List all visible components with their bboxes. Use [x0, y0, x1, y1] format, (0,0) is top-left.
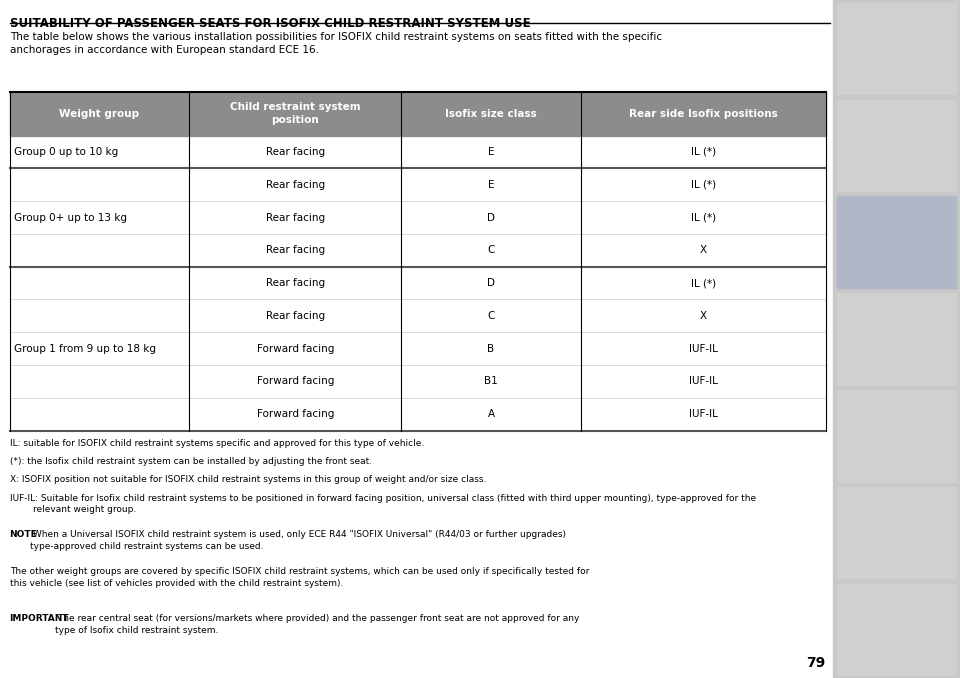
Text: Rear facing: Rear facing [266, 278, 324, 288]
Text: Rear facing: Rear facing [266, 212, 324, 222]
Text: The table below shows the various installation possibilities for ISOFIX child re: The table below shows the various instal… [10, 32, 661, 55]
Text: D: D [487, 278, 495, 288]
Text: IL (*): IL (*) [690, 212, 716, 222]
Text: Group 1 from 9 up to 18 kg: Group 1 from 9 up to 18 kg [14, 344, 156, 354]
Text: Weight group: Weight group [60, 108, 139, 119]
Text: X: X [700, 311, 707, 321]
Text: Group 0 up to 10 kg: Group 0 up to 10 kg [14, 147, 119, 157]
Text: Isofix size class: Isofix size class [445, 108, 537, 119]
Bar [837, 197, 956, 288]
Text: 79: 79 [806, 656, 826, 670]
Text: IMPORTANT: IMPORTANT [10, 614, 69, 623]
Text: D: D [487, 212, 495, 222]
Text: When a Universal ISOFIX child restraint system is used, only ECE R44 "ISOFIX Uni: When a Universal ISOFIX child restraint … [30, 530, 566, 551]
Text: NOTE: NOTE [10, 530, 37, 539]
Text: IL (*): IL (*) [690, 180, 716, 190]
Bar [837, 294, 956, 384]
Text: B1: B1 [484, 376, 498, 386]
Text: X: ISOFIX position not suitable for ISOFIX child restraint systems in this group: X: ISOFIX position not suitable for ISOF… [10, 475, 486, 484]
Text: IL (*): IL (*) [690, 147, 716, 157]
Text: Group 0+ up to 13 kg: Group 0+ up to 13 kg [14, 212, 128, 222]
Text: IUF-IL: IUF-IL [688, 376, 718, 386]
Bar [10, 92, 826, 136]
Text: C: C [488, 311, 494, 321]
Text: C: C [488, 245, 494, 256]
Text: Forward facing: Forward facing [256, 344, 334, 354]
Text: The other weight groups are covered by specific ISOFIX child restraint systems, : The other weight groups are covered by s… [10, 567, 589, 588]
Text: Rear facing: Rear facing [266, 311, 324, 321]
Bar [837, 100, 956, 191]
Text: IL (*): IL (*) [690, 278, 716, 288]
Text: IUF-IL: Suitable for Isofix child restraint systems to be positioned in forward : IUF-IL: Suitable for Isofix child restra… [10, 494, 756, 515]
Bar [837, 3, 956, 94]
Text: Forward facing: Forward facing [256, 409, 334, 419]
Text: IL: suitable for ISOFIX child restraint systems specific and approved for this t: IL: suitable for ISOFIX child restraint … [10, 439, 424, 447]
Text: The rear central seat (for versions/markets where provided) and the passenger fr: The rear central seat (for versions/mark… [56, 614, 580, 635]
Bar [837, 584, 956, 675]
Text: E: E [488, 147, 494, 157]
Text: Child restraint system
position: Child restraint system position [229, 102, 361, 125]
Bar [837, 390, 956, 481]
Text: Rear facing: Rear facing [266, 245, 324, 256]
Text: A: A [488, 409, 494, 419]
Text: Forward facing: Forward facing [256, 376, 334, 386]
Text: IUF-IL: IUF-IL [688, 344, 718, 354]
Bar [837, 487, 956, 578]
Text: E: E [488, 180, 494, 190]
Text: Rear facing: Rear facing [266, 180, 324, 190]
Text: (*): the Isofix child restraint system can be installed by adjusting the front s: (*): the Isofix child restraint system c… [10, 457, 372, 466]
Text: SUITABILITY OF PASSENGER SEATS FOR ISOFIX CHILD RESTRAINT SYSTEM USE: SUITABILITY OF PASSENGER SEATS FOR ISOFI… [10, 17, 530, 30]
Bar [833, 0, 960, 678]
Text: IUF-IL: IUF-IL [688, 409, 718, 419]
Text: B: B [488, 344, 494, 354]
Text: X: X [700, 245, 707, 256]
Text: Rear side Isofix positions: Rear side Isofix positions [629, 108, 778, 119]
Text: Rear facing: Rear facing [266, 147, 324, 157]
